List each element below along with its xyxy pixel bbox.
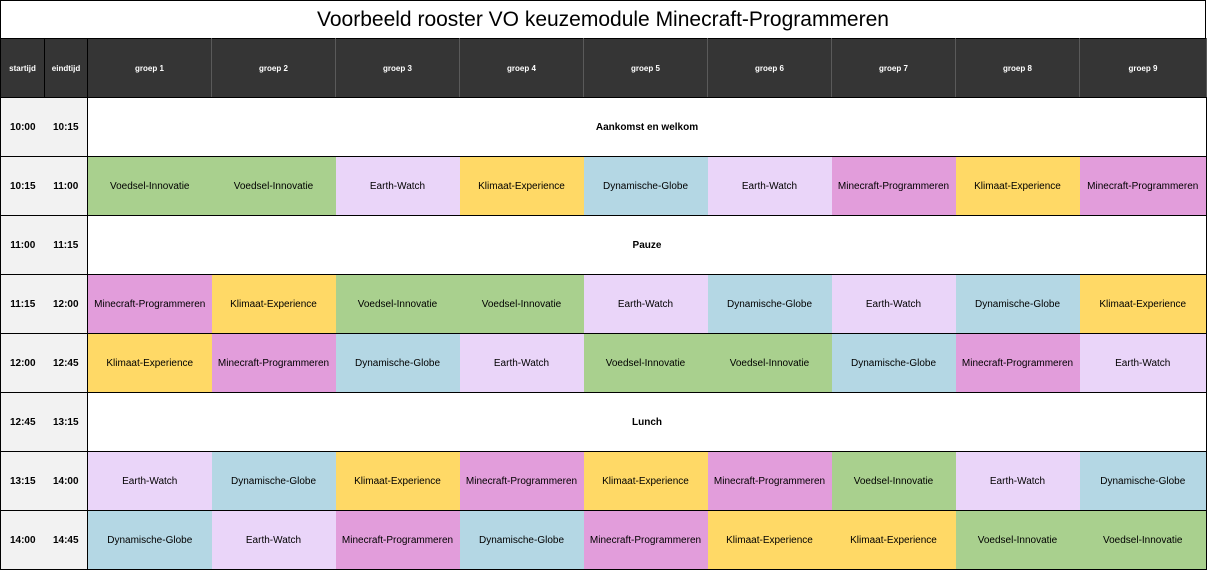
- module-cell: Earth-Watch: [955, 451, 1080, 511]
- module-cell: Dynamische-Globe: [459, 510, 584, 570]
- header-group-4: groep 4: [459, 38, 584, 98]
- table-row: 12:00 12:45 Klimaat-Experience Minecraft-Pr…: [0, 333, 1207, 393]
- module-cell: Klimaat-Experience: [831, 510, 956, 570]
- module-cell: Earth-Watch: [583, 274, 708, 334]
- break-cell: Pauze: [87, 215, 1207, 275]
- table-row: 10:15 11:00 Voedsel-Innovatie Voedsel-Innov…: [0, 156, 1207, 216]
- header-start-time: startijd: [0, 38, 45, 98]
- end-time: 11:15: [44, 215, 88, 275]
- module-cell: Klimaat-Experience: [707, 510, 832, 570]
- module-cell: Minecraft-Programmeren: [707, 451, 832, 511]
- module-cell: Minecraft-Programmeren: [335, 510, 460, 570]
- start-time: 10:15: [0, 156, 45, 216]
- break-cell: Lunch: [87, 392, 1207, 452]
- end-time: 12:45: [44, 333, 88, 393]
- end-time: 11:00: [44, 156, 88, 216]
- start-time: 14:00: [0, 510, 45, 570]
- module-cell: Minecraft-Programmeren: [459, 451, 584, 511]
- module-cell: Voedsel-Innovatie: [335, 274, 460, 334]
- module-cell: Minecraft-Programmeren: [583, 510, 708, 570]
- start-time: 11:00: [0, 215, 45, 275]
- module-cell: Klimaat-Experience: [335, 451, 460, 511]
- module-cell: Dynamische-Globe: [831, 333, 956, 393]
- module-cell: Dynamische-Globe: [707, 274, 832, 334]
- module-cell: Earth-Watch: [831, 274, 956, 334]
- module-cell: Voedsel-Innovatie: [87, 156, 212, 216]
- table-row: 11:15 12:00 Minecraft-Programmeren Klimaat-…: [0, 274, 1207, 334]
- table-body: 10:00 10:15 Aankomst en welkom 10:15 11:00 Vo…: [0, 97, 1207, 570]
- end-time: 13:15: [44, 392, 88, 452]
- table-row: 12:45 13:15 Lunch: [0, 392, 1207, 452]
- header-end-time: eindtijd: [44, 38, 88, 98]
- module-cell: Voedsel-Innovatie: [707, 333, 832, 393]
- module-cell: Earth-Watch: [87, 451, 212, 511]
- start-time: 13:15: [0, 451, 45, 511]
- module-cell: Voedsel-Innovatie: [831, 451, 956, 511]
- header-group-8: groep 8: [955, 38, 1080, 98]
- end-time: 14:45: [44, 510, 88, 570]
- table-row: 14:00 14:45 Dynamische-Globe Earth-Watch Min…: [0, 510, 1207, 570]
- end-time: 12:00: [44, 274, 88, 334]
- break-cell: Aankomst en welkom: [87, 97, 1207, 157]
- header-group-7: groep 7: [831, 38, 956, 98]
- module-cell: Earth-Watch: [459, 333, 584, 393]
- start-time: 12:00: [0, 333, 45, 393]
- module-cell: Dynamische-Globe: [955, 274, 1080, 334]
- module-cell: Minecraft-Programmeren: [955, 333, 1080, 393]
- module-cell: Klimaat-Experience: [955, 156, 1080, 216]
- module-cell: Earth-Watch: [1079, 333, 1207, 393]
- header-group-3: groep 3: [335, 38, 460, 98]
- module-cell: Dynamische-Globe: [211, 451, 336, 511]
- module-cell: Klimaat-Experience: [211, 274, 336, 334]
- module-cell: Klimaat-Experience: [1079, 274, 1207, 334]
- end-time: 10:15: [44, 97, 88, 157]
- start-time: 12:45: [0, 392, 45, 452]
- module-cell: Minecraft-Programmeren: [1079, 156, 1207, 216]
- header-group-6: groep 6: [707, 38, 832, 98]
- page-title: Voorbeeld rooster VO keuzemodule Minecra…: [0, 0, 1206, 38]
- start-time: 10:00: [0, 97, 45, 157]
- table-row: 11:00 11:15 Pauze: [0, 215, 1207, 275]
- module-cell: Dynamische-Globe: [87, 510, 212, 570]
- module-cell: Dynamische-Globe: [583, 156, 708, 216]
- header-group-2: groep 2: [211, 38, 336, 98]
- header-group-5: groep 5: [583, 38, 708, 98]
- module-cell: Earth-Watch: [707, 156, 832, 216]
- module-cell: Voedsel-Innovatie: [211, 156, 336, 216]
- end-time: 14:00: [44, 451, 88, 511]
- module-cell: Voedsel-Innovatie: [459, 274, 584, 334]
- start-time: 11:15: [0, 274, 45, 334]
- module-cell: Minecraft-Programmeren: [831, 156, 956, 216]
- module-cell: Dynamische-Globe: [1079, 451, 1207, 511]
- module-cell: Minecraft-Programmeren: [211, 333, 336, 393]
- module-cell: Dynamische-Globe: [335, 333, 460, 393]
- table-row: 13:15 14:00 Earth-Watch Dynamische-Globe Kli…: [0, 451, 1207, 511]
- header-group-9: groep 9: [1079, 38, 1207, 98]
- module-cell: Minecraft-Programmeren: [87, 274, 212, 334]
- module-cell: Earth-Watch: [335, 156, 460, 216]
- header-group-1: groep 1: [87, 38, 212, 98]
- module-cell: Klimaat-Experience: [459, 156, 584, 216]
- module-cell: Klimaat-Experience: [583, 451, 708, 511]
- module-cell: Voedsel-Innovatie: [583, 333, 708, 393]
- module-cell: Voedsel-Innovatie: [1079, 510, 1207, 570]
- module-cell: Earth-Watch: [211, 510, 336, 570]
- module-cell: Voedsel-Innovatie: [955, 510, 1080, 570]
- module-cell: Klimaat-Experience: [87, 333, 212, 393]
- table-row: 10:00 10:15 Aankomst en welkom: [0, 97, 1207, 157]
